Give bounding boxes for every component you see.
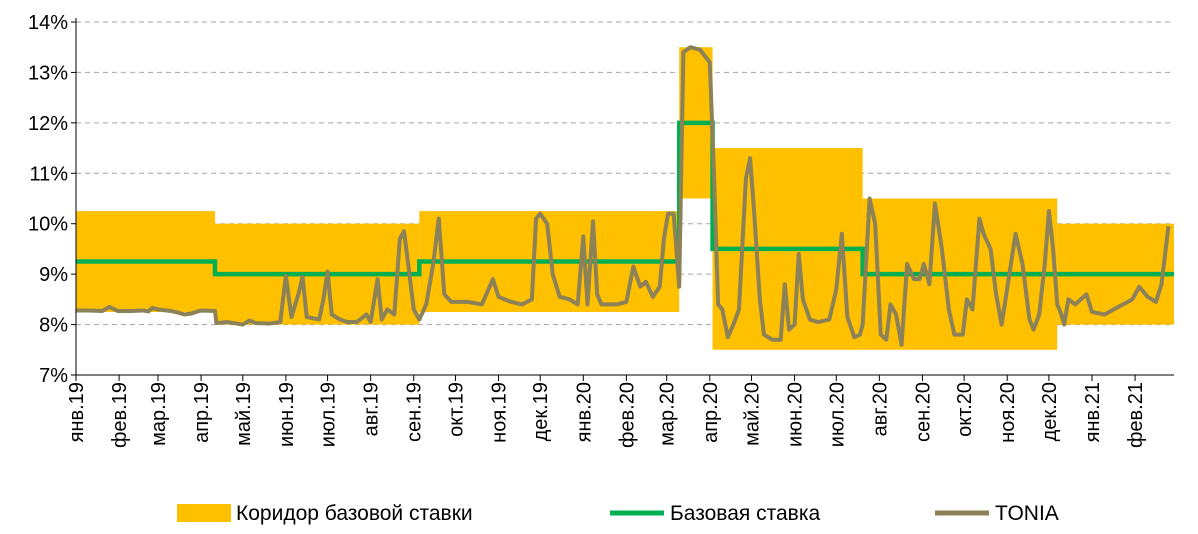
x-tick-label: июл.20 (826, 382, 848, 447)
legend-label-base-rate: Базовая ставка (670, 502, 820, 525)
y-tick-label: 12% (28, 113, 68, 135)
x-tick-label: авг.19 (361, 382, 383, 436)
corridor-series (76, 47, 1174, 350)
tonia-line (76, 45, 1171, 347)
legend-label-corridor: Коридор базовой ставки (236, 502, 473, 525)
legend-swatch-corridor (177, 504, 231, 522)
x-tick-label: май.20 (741, 382, 763, 446)
y-tick-label: 11% (29, 163, 68, 185)
x-tick-label: дек.20 (1039, 382, 1061, 441)
x-tick-label: сен.20 (912, 382, 934, 442)
x-tick-label: окт.20 (954, 382, 976, 437)
tonia-series (76, 45, 1171, 347)
legend: Коридор базовой ставки Базовая ставка TONI… (177, 502, 1059, 525)
y-tick-label: 9% (39, 264, 68, 286)
x-tick-label: фев.21 (1125, 382, 1147, 448)
legend-label-tonia: TONIA (995, 502, 1059, 525)
x-tick-label: июл.19 (318, 382, 340, 447)
y-tick-label: 13% (28, 62, 68, 84)
y-tick-labels: 7% 8% 9% 10% 11% 12% 13% 14% (28, 12, 68, 387)
y-tick-label: 14% (28, 12, 68, 34)
x-tick-label: дек.19 (530, 382, 552, 441)
x-tick-label: мар.20 (657, 382, 679, 446)
x-tick-label: окт.19 (445, 382, 467, 437)
y-tick-label: 7% (39, 365, 68, 387)
x-tick-label: янв.19 (66, 382, 88, 442)
x-tick-label: май.19 (233, 382, 255, 446)
x-tick-labels: янв.19 фев.19 мар.19 апр.19 май.19 июн.19 июл.… (66, 382, 1147, 448)
x-tick-label: авг.20 (869, 382, 891, 436)
axes (71, 18, 1174, 381)
x-tick-label: ноя.20 (997, 382, 1019, 443)
x-tick-label: фев.19 (109, 382, 131, 448)
x-tick-label: янв.20 (573, 382, 595, 442)
x-tick-label: янв.21 (1082, 382, 1104, 442)
x-tick-label: апр.19 (191, 382, 213, 443)
x-tick-label: апр.20 (700, 382, 722, 443)
x-tick-label: июн.19 (276, 382, 298, 447)
y-tick-label: 8% (39, 315, 68, 337)
x-tick-label: фев.20 (616, 382, 638, 448)
y-tick-label: 10% (28, 214, 68, 236)
x-tick-label: сен.19 (404, 382, 426, 442)
x-tick-label: июн.20 (785, 382, 807, 447)
x-tick-label: ноя.19 (489, 382, 511, 443)
x-tick-label: мар.19 (148, 382, 170, 446)
